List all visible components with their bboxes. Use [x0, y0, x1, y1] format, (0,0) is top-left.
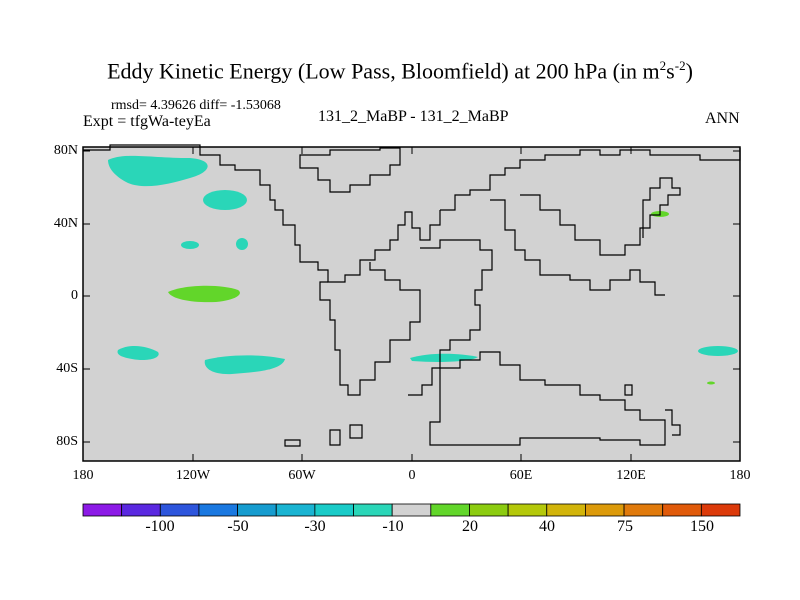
- season-label: ANN: [705, 110, 740, 127]
- lat-label-80s: 80S: [56, 434, 78, 449]
- colorbar-label: -30: [304, 518, 326, 535]
- patch-small-3: [707, 381, 715, 385]
- colorbar-swatch: [623, 503, 664, 517]
- lon-label-180w: 180: [72, 468, 94, 483]
- coast-south-america: [319, 262, 421, 396]
- coast-africa: [408, 239, 493, 396]
- case-label: 131_2_MaBP - 131_2_MaBP: [318, 108, 509, 125]
- coastlines: [83, 144, 741, 447]
- colorbar-swatch: [700, 503, 741, 517]
- lon-label-180e: 180: [729, 468, 751, 483]
- colorbar-swatch: [237, 503, 277, 517]
- colorbar-label: 40: [539, 518, 555, 535]
- colorbar-label: -50: [227, 518, 249, 535]
- colorbar: [82, 503, 741, 517]
- colorbar-label: 150: [690, 518, 714, 535]
- colorbar-swatch: [314, 503, 354, 517]
- lon-label-60e: 60E: [509, 468, 533, 483]
- patch-small-1: [181, 241, 199, 249]
- lat-label-40n: 40N: [53, 216, 78, 231]
- axis-ticks: [82, 147, 741, 461]
- colorbar-swatch: [159, 503, 200, 517]
- colorbar-label: 20: [462, 518, 478, 535]
- coast-europe-asia: [440, 148, 741, 211]
- colorbar-label: 75: [617, 518, 633, 535]
- patch-north-pacific-2: [203, 190, 247, 210]
- colorbar-swatch: [430, 503, 470, 517]
- coast-new-zealand: [624, 384, 681, 436]
- rmsd-diff-stats: rmsd= 4.39626 diff= -1.53068: [111, 98, 281, 113]
- anomaly-patches: [108, 155, 738, 385]
- lat-label-40s: 40S: [56, 361, 78, 376]
- lon-label-60w: 60W: [288, 468, 316, 483]
- colorbar-swatch: [82, 503, 123, 517]
- lon-label-120e: 120E: [616, 468, 646, 483]
- colorbar-swatch: [507, 503, 548, 517]
- patch-tropical-green: [168, 285, 240, 303]
- experiment-label: Expt = tfgWa-teyEa: [83, 113, 211, 130]
- coast-antarctic-islands: [284, 424, 363, 447]
- lat-label-80n: 80N: [53, 143, 78, 158]
- coast-north-america: [83, 144, 441, 283]
- coast-east-asia: [520, 177, 681, 256]
- colorbar-swatch: [275, 503, 316, 517]
- patch-south-east-pacific: [698, 346, 738, 356]
- coast-greenland: [299, 147, 401, 193]
- colorbar-swatch: [121, 503, 161, 517]
- patch-small-2: [236, 238, 248, 250]
- colorbar-swatch: [469, 503, 509, 517]
- colorbar-swatch: [585, 503, 625, 517]
- patch-south-pacific-1: [117, 345, 159, 361]
- colorbar-swatch: [662, 503, 702, 517]
- coast-middle-east: [490, 199, 665, 296]
- lon-label-0: 0: [408, 468, 416, 483]
- plot-title: Eddy Kinetic Energy (Low Pass, Bloomfiel…: [107, 58, 693, 84]
- map-background: [83, 147, 740, 461]
- colorbar-label: -100: [145, 518, 175, 535]
- coast-australia: [429, 351, 666, 446]
- colorbar-swatch: [391, 503, 432, 517]
- lon-label-120w: 120W: [175, 468, 211, 483]
- patch-north-pacific: [108, 155, 208, 187]
- patch-south-pacific-2: [204, 355, 285, 375]
- colorbar-label: -10: [382, 518, 404, 535]
- lat-label-0: 0: [71, 288, 78, 303]
- colorbar-swatch: [353, 503, 393, 517]
- colorbar-swatch: [198, 503, 238, 517]
- colorbar-swatch: [546, 503, 586, 517]
